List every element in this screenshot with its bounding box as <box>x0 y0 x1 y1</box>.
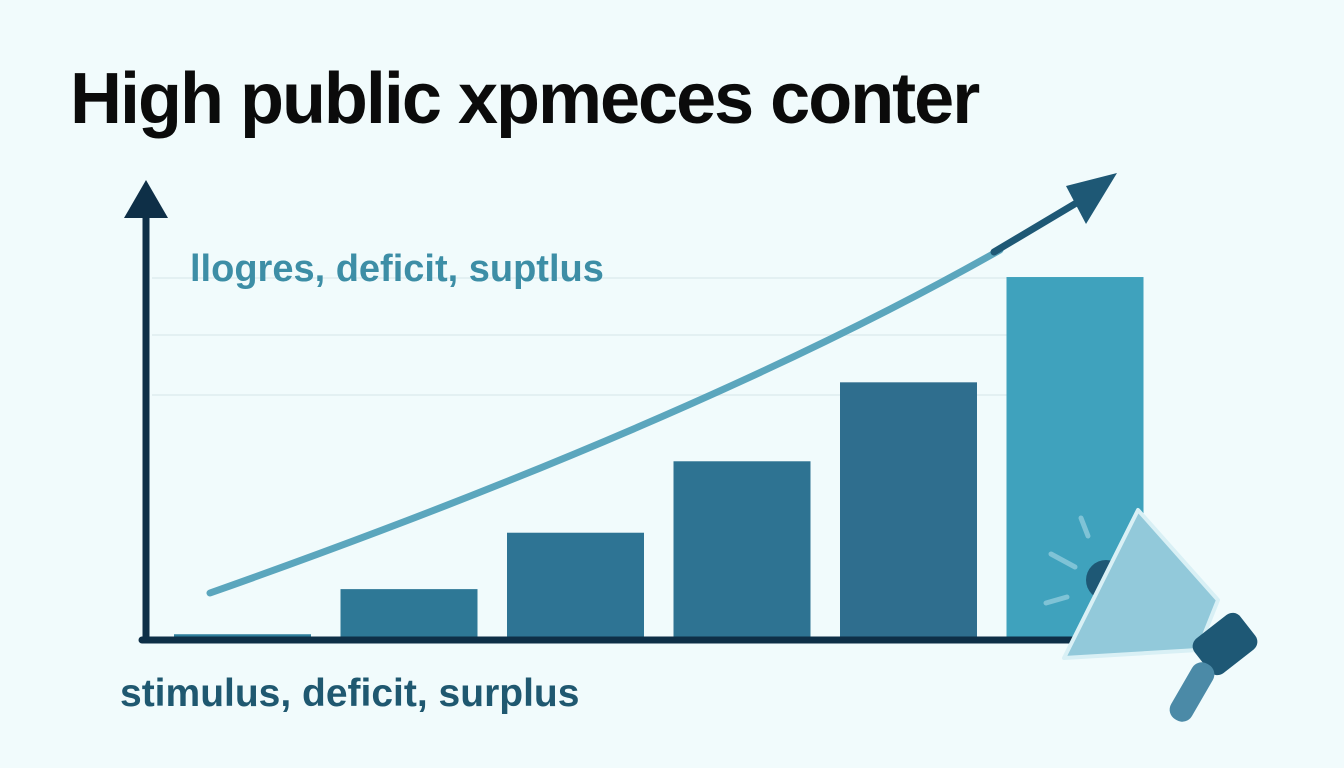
trend-line-end <box>990 198 1082 256</box>
bar-1 <box>174 634 311 638</box>
bar-2 <box>340 589 478 638</box>
chart-title: High public xpmeces conter <box>70 59 980 139</box>
y-axis-arrowhead <box>124 180 168 218</box>
grid-lines <box>152 277 1140 396</box>
trend-line <box>206 246 1004 597</box>
legend-label: llogres, deficit, suptlus <box>190 248 604 290</box>
bars <box>174 277 1144 638</box>
trend-arrowhead <box>1066 173 1117 224</box>
bar-4 <box>673 461 811 638</box>
x-axis-label: stimulus, deficit, surplus <box>120 672 580 715</box>
bar-3 <box>507 532 644 638</box>
megaphone-icon <box>1043 508 1258 722</box>
bar-5 <box>840 382 977 638</box>
